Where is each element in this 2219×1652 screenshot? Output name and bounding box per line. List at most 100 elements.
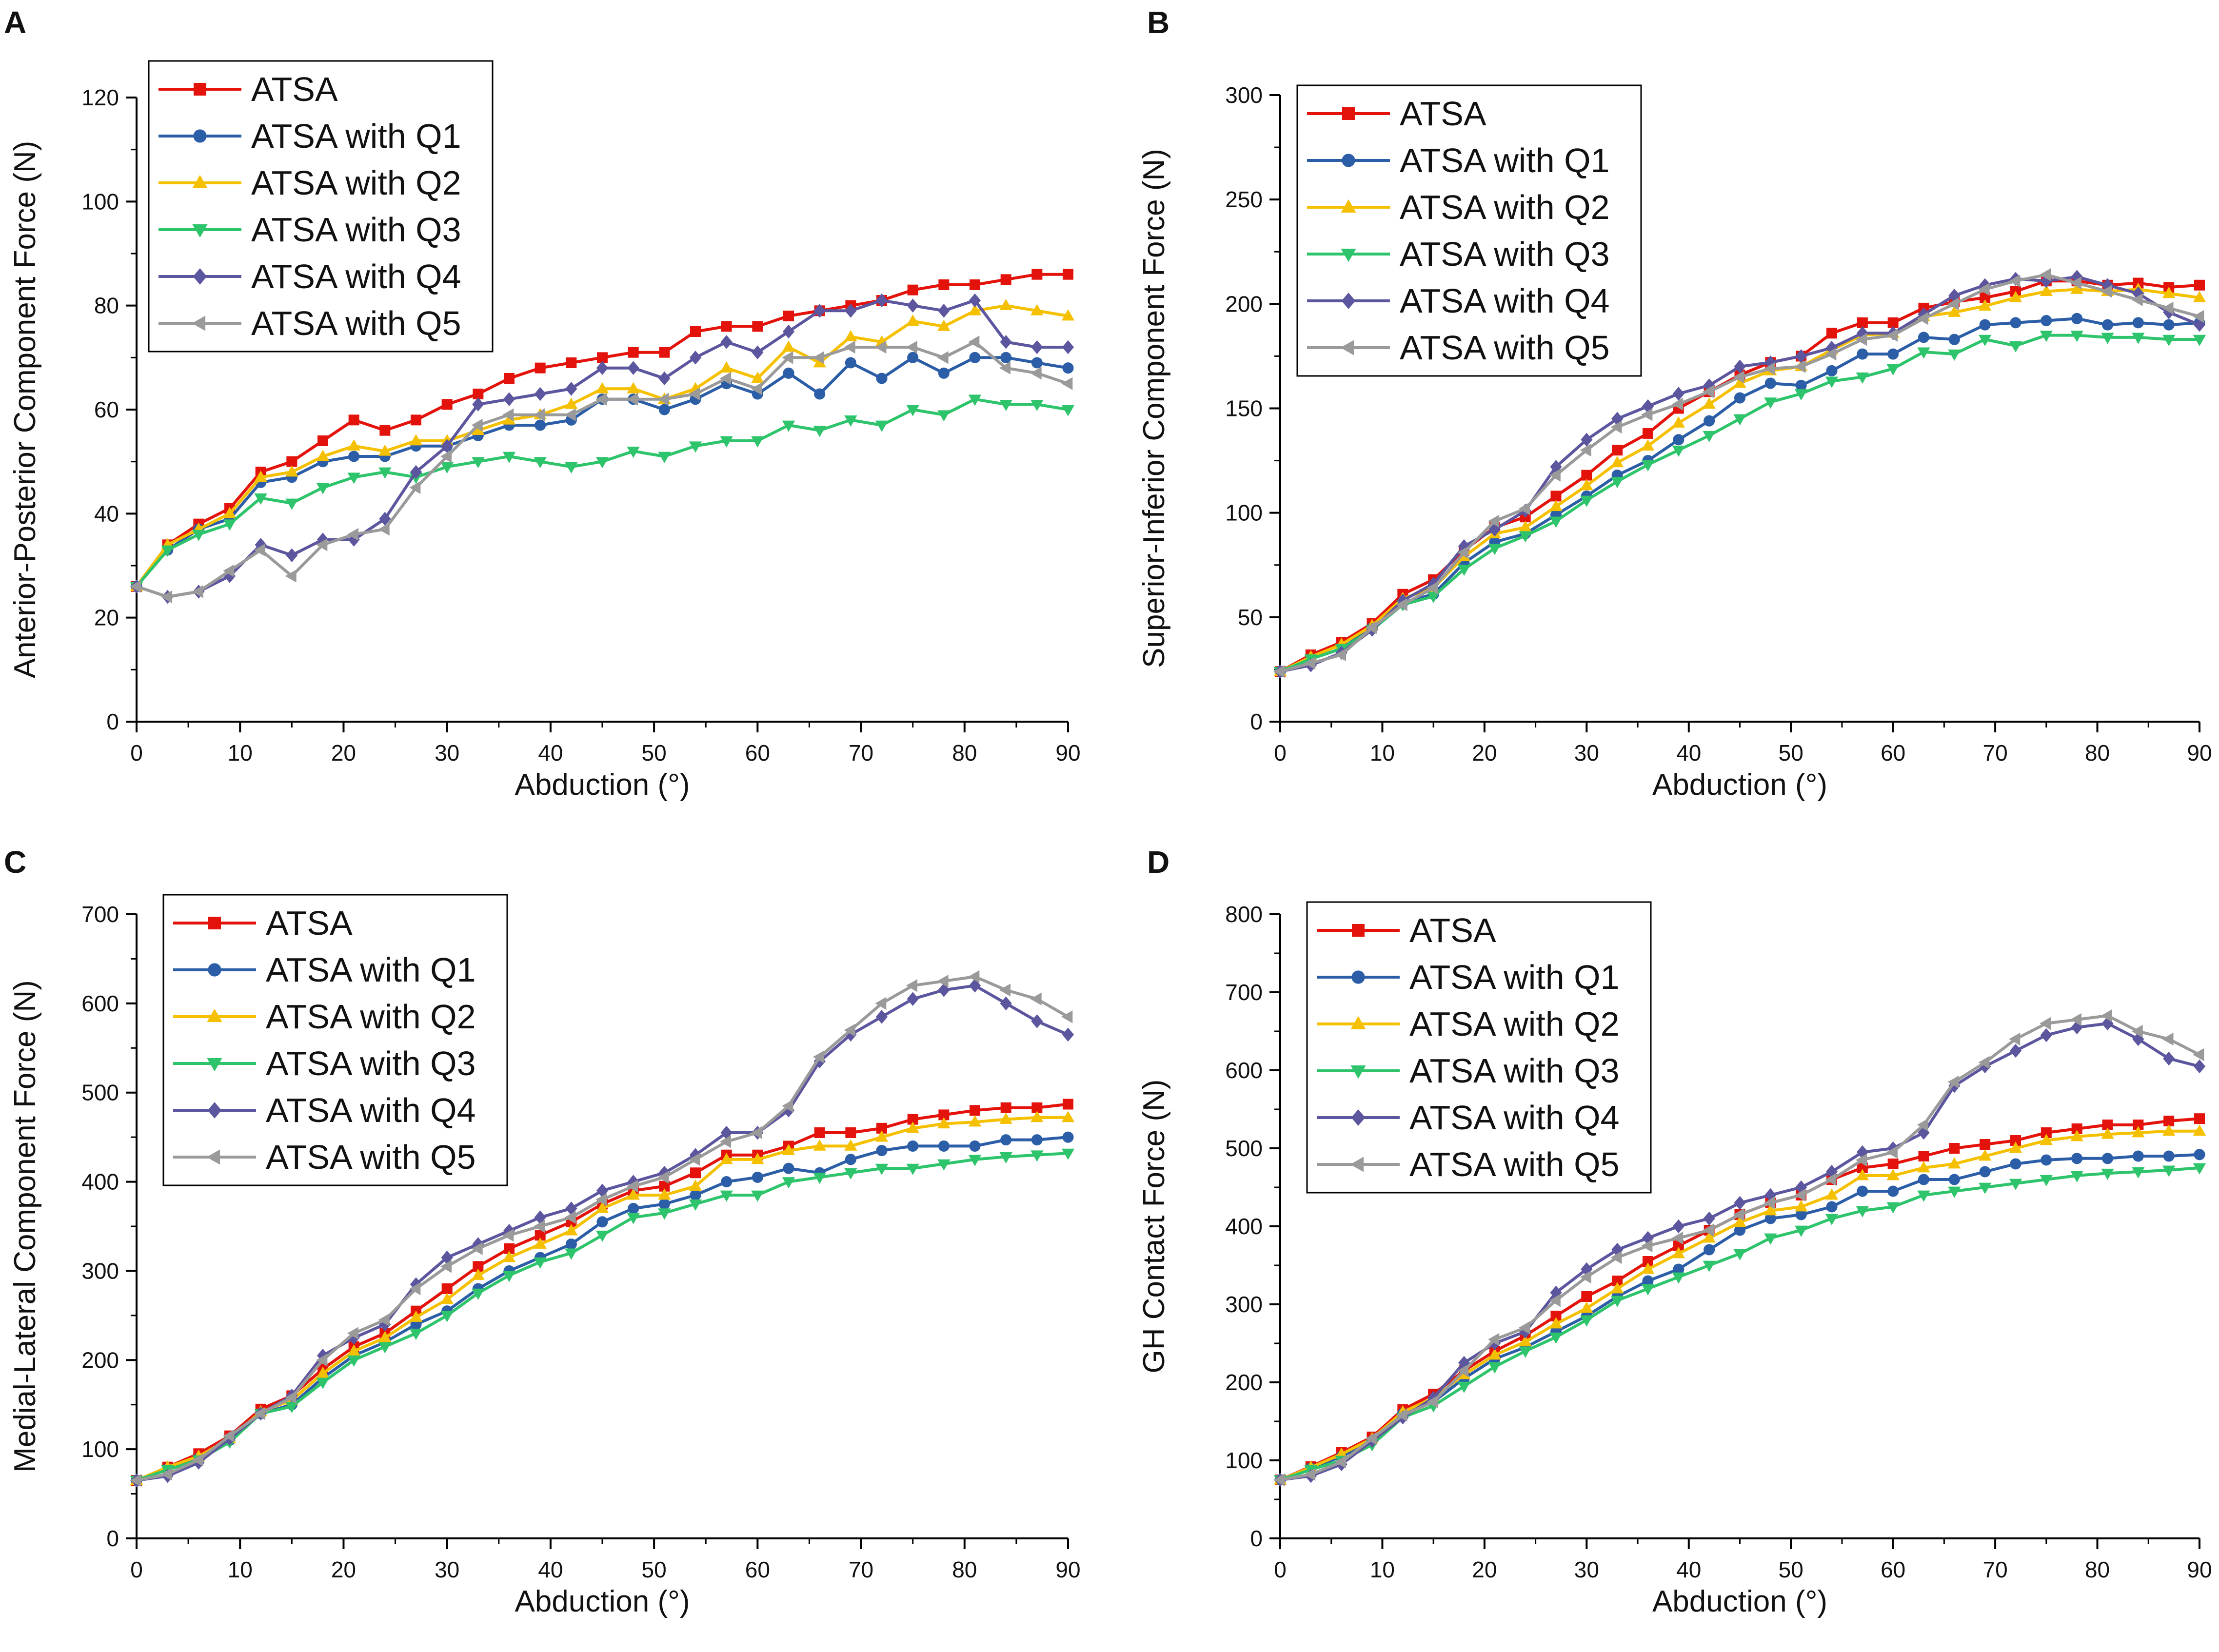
x-axis-label-b: Abduction (°): [1652, 768, 1827, 802]
y-tick-label: 600: [81, 991, 119, 1016]
data-point: [1641, 1239, 1653, 1253]
data-point: [1000, 352, 1012, 363]
data-point: [1580, 1315, 1593, 1327]
data-point: [1886, 329, 1898, 342]
data-point: [1549, 1332, 1563, 1344]
data-point: [1734, 359, 1746, 374]
data-point: [502, 1229, 514, 1242]
data-point: [1549, 1294, 1561, 1307]
y-tick-label: 100: [1225, 1448, 1263, 1473]
data-point: [2070, 1013, 2082, 1026]
data-point: [1549, 516, 1563, 528]
data-point: [1550, 460, 1562, 474]
data-point: [2163, 319, 2175, 331]
data-point: [1610, 420, 1622, 434]
legend-marker: [1351, 970, 1365, 984]
data-point: [1887, 317, 1899, 328]
data-point: [2194, 1149, 2205, 1160]
data-point: [907, 1114, 918, 1125]
data-point: [1061, 1148, 1075, 1160]
data-point: [441, 399, 453, 410]
data-point: [2041, 1127, 2052, 1138]
data-point: [1549, 1317, 1563, 1329]
x-tick-label: 60: [1881, 740, 1905, 766]
data-point: [2162, 334, 2176, 346]
data-point: [1733, 371, 1744, 384]
data-point: [1031, 357, 1043, 369]
data-point: [751, 382, 762, 395]
legend-marker: [1350, 1157, 1364, 1172]
data-point: [1917, 312, 1928, 325]
data-point: [2193, 310, 2204, 323]
data-point: [2133, 1120, 2144, 1130]
data-point: [2163, 1150, 2175, 1162]
y-tick-label: 250: [1225, 187, 1263, 212]
data-point: [410, 465, 422, 479]
data-point: [2100, 285, 2112, 298]
data-point: [782, 351, 793, 364]
data-point: [1457, 564, 1471, 576]
data-point: [378, 523, 390, 536]
data-point: [316, 450, 330, 461]
chart-panel-c: C 0 100 200 300 400 500 600 700 0 10 20 30 40 50 60 70 80…: [4, 845, 1081, 1618]
data-point: [845, 1154, 856, 1165]
data-point: [1856, 333, 1867, 346]
legend-label: ATSA with Q5: [251, 304, 461, 342]
data-point: [316, 1366, 330, 1378]
data-point: [1917, 1161, 1930, 1173]
x-tick-label: 70: [849, 740, 873, 766]
data-point: [2070, 276, 2082, 290]
data-point: [2009, 341, 2022, 353]
data-point: [813, 1173, 826, 1184]
y-tick-label: 600: [1225, 1058, 1263, 1083]
data-point: [1733, 1216, 1746, 1227]
data-point: [596, 1216, 608, 1228]
data-point: [1764, 377, 1776, 389]
data-point: [472, 1288, 485, 1300]
x-tick-label: 90: [2187, 1557, 2212, 1582]
legend-marker: [1342, 154, 1355, 167]
data-point: [657, 393, 669, 406]
data-point: [1826, 1201, 1838, 1213]
data-point: [659, 347, 670, 358]
x-tick-label: 50: [1779, 740, 1803, 766]
data-point: [316, 1354, 328, 1367]
data-point: [1764, 1213, 1776, 1224]
data-point: [907, 1140, 919, 1152]
data-point: [347, 1355, 360, 1367]
data-point: [2132, 333, 2145, 344]
data-point: [1612, 445, 1623, 456]
data-point: [1030, 1111, 1044, 1122]
legend-label: ATSA with Q1: [1400, 141, 1610, 179]
data-point: [937, 974, 949, 988]
data-point: [1061, 309, 1075, 321]
data-point: [1947, 1075, 1959, 1089]
legend-marker: [1351, 1109, 1366, 1126]
data-point: [411, 414, 421, 426]
data-point: [378, 1313, 390, 1327]
data-point: [2101, 1168, 2114, 1180]
data-point: [658, 404, 670, 415]
data-point: [875, 293, 888, 308]
data-point: [2010, 1135, 2021, 1146]
data-point: [503, 392, 515, 406]
data-point: [969, 293, 981, 308]
data-point: [628, 1202, 639, 1214]
y-tick-label: 300: [1225, 1292, 1263, 1317]
data-point: [1031, 269, 1043, 280]
data-point: [1825, 347, 1837, 361]
data-point: [2193, 334, 2206, 346]
data-point: [1702, 385, 1714, 398]
data-point: [2040, 1028, 2052, 1042]
data-point: [254, 470, 267, 482]
data-point: [720, 436, 733, 448]
data-point: [627, 1213, 640, 1224]
data-point: [596, 1183, 609, 1198]
data-point: [1980, 292, 1991, 303]
y-tick-label: 500: [81, 1080, 119, 1105]
x-tick-label: 60: [1881, 1557, 1905, 1582]
data-point: [812, 351, 825, 364]
data-point: [1061, 405, 1075, 416]
data-point: [502, 1251, 516, 1262]
data-point: [1457, 546, 1469, 559]
